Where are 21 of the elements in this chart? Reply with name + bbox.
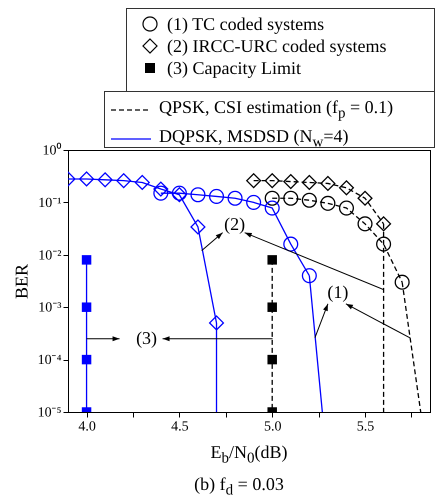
- x-tick-label: 4.0: [78, 420, 96, 434]
- text: DQPSK, MSDSD (N$_{w}$=4): [159, 124, 349, 152]
- y-tick-label: 10⁻³: [38, 300, 62, 316]
- text: (b) f$_{d}$ = 0.03: [194, 474, 284, 496]
- y-tick-label: 10⁻⁵: [38, 406, 62, 420]
- text: (3) Capacity Limit: [167, 57, 301, 79]
- x-tick-label: 5.0: [264, 420, 282, 434]
- annotation: (2): [224, 214, 246, 235]
- y-tick-label: 10⁻¹: [38, 196, 62, 211]
- annotation: (3): [136, 328, 158, 349]
- y-tick-label: 10⁰: [42, 142, 62, 158]
- x-tick-label: 5.5: [356, 420, 374, 434]
- x-axis-title: E$_{b}$/N$_{0}$(dB): [210, 442, 288, 468]
- x-tick-label: 4.5: [171, 420, 189, 434]
- y-axis-title: BER: [12, 264, 32, 300]
- text: QPSK, CSI estimation (f$_{p}$ = 0.1): [159, 96, 394, 124]
- annotation: (1): [327, 282, 348, 303]
- text: (1) TC coded systems: [167, 13, 324, 35]
- y-tick-label: 10⁻²: [38, 248, 62, 264]
- text: (2) IRCC-URC coded systems: [167, 35, 386, 57]
- y-tick-label: 10⁻⁴: [38, 353, 62, 368]
